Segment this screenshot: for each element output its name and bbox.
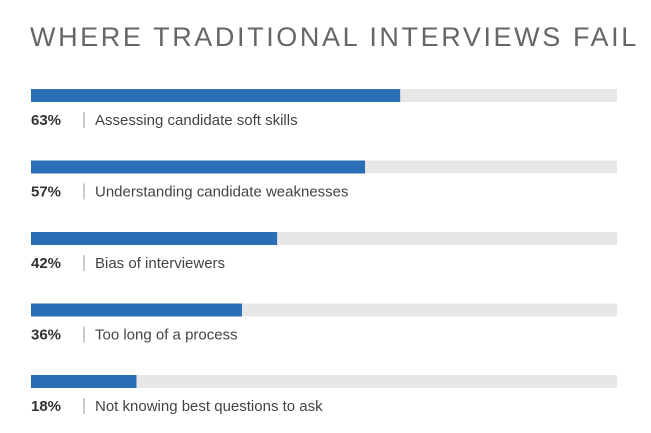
bar xyxy=(31,375,137,388)
category-label: Assessing candidate soft skills xyxy=(95,112,298,129)
value-label: 18% xyxy=(31,398,61,415)
value-label: 63% xyxy=(31,112,61,129)
value-label: 36% xyxy=(31,327,61,344)
category-label: Bias of interviewers xyxy=(95,255,225,272)
value-label: 57% xyxy=(31,184,61,201)
chart-title: WHERE TRADITIONAL INTERVIEWS FAIL xyxy=(30,22,639,52)
bar xyxy=(31,160,366,174)
category-label: Understanding candidate weaknesses xyxy=(95,184,349,201)
bar-track xyxy=(31,375,617,388)
value-label: 42% xyxy=(31,255,61,272)
bar xyxy=(31,89,401,102)
bar xyxy=(31,303,242,317)
category-label: Too long of a process xyxy=(95,327,238,344)
bar xyxy=(31,232,278,245)
category-label: Not knowing best questions to ask xyxy=(95,398,323,415)
